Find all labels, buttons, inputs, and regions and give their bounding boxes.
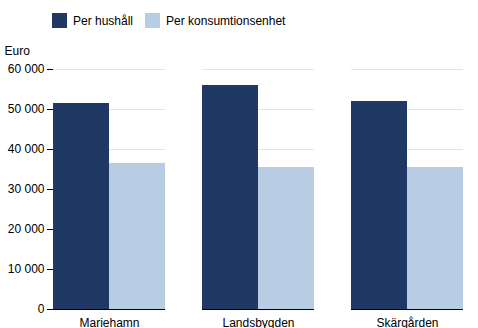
html-text:Per konsumtionsenhet: Per konsumtionsenhet (166, 13, 286, 28)
svg-text:Skärgården: Skärgården (376, 316, 438, 328)
svg-text:0: 0 (38, 302, 45, 316)
svg-text:Mariehamn: Mariehamn (79, 316, 139, 328)
svg-text:50 000: 50 000 (8, 102, 45, 116)
svg-text:Landsbygden: Landsbygden (222, 316, 294, 328)
svg-text:10 000: 10 000 (8, 262, 45, 276)
svg-text:40 000: 40 000 (8, 142, 45, 156)
html-text:Per hushåll: Per hushåll (73, 13, 133, 28)
svg-text:Euro: Euro (5, 44, 31, 58)
svg-text:30 000: 30 000 (8, 182, 45, 196)
svg-text:60 000: 60 000 (8, 62, 45, 76)
svg-text:20 000: 20 000 (8, 222, 45, 236)
